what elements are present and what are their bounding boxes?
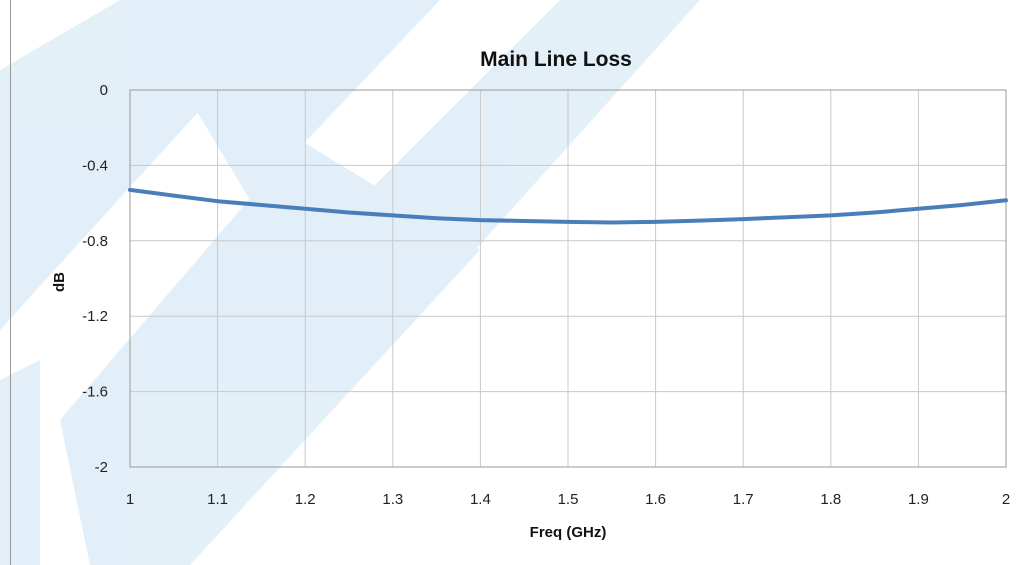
chart-title: Main Line Loss: [480, 48, 632, 71]
y-tick-label: -1.2: [82, 308, 108, 325]
y-tick-label: -0.8: [82, 233, 108, 250]
watermark-logo: [0, 0, 700, 565]
x-tick-label: 1.5: [558, 491, 579, 508]
x-tick-label: 1.8: [820, 491, 841, 508]
x-tick-label: 1.2: [295, 491, 316, 508]
x-tick-label: 1.9: [908, 491, 929, 508]
y-tick-label: -2: [95, 459, 108, 476]
y-tick-label: 0: [100, 82, 108, 99]
x-tick-label: 1: [126, 491, 134, 508]
x-tick-label: 1.7: [733, 491, 754, 508]
y-axis-title: dB: [51, 272, 68, 292]
x-tick-label: 1.4: [470, 491, 491, 508]
x-tick-label: 1.3: [382, 491, 403, 508]
x-tick-label: 1.6: [645, 491, 666, 508]
x-axis-ticks: 1 1.1 1.2 1.3 1.4 1.5 1.6 1.7 1.8 1.9 2: [126, 491, 1010, 508]
x-tick-label: 1.1: [207, 491, 228, 508]
series-line: [128, 187, 1008, 225]
y-tick-label: -0.4: [82, 157, 108, 174]
x-axis-title: Freq (GHz): [530, 524, 607, 541]
y-axis-ticks: 0 -0.4 -0.8 -1.2 -1.6 -2: [82, 82, 108, 476]
series-layer: [128, 187, 1008, 225]
plot-area-border: [129, 89, 1007, 468]
x-tick-label: 2: [1002, 491, 1010, 508]
y-tick-label: -1.6: [82, 384, 108, 401]
